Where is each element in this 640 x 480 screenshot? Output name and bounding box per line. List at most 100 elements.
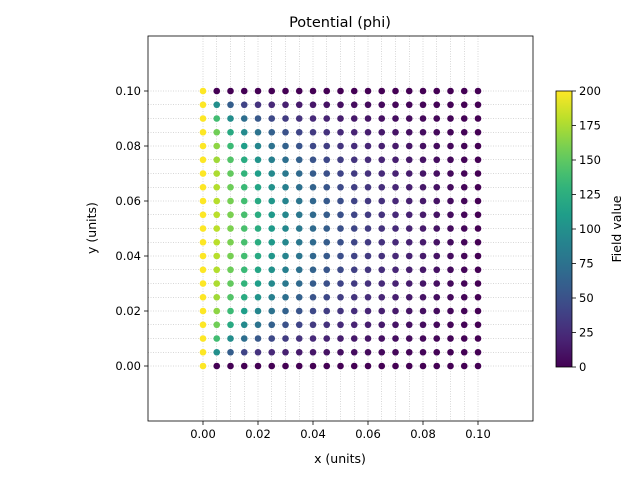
data-point <box>350 348 358 356</box>
data-point <box>337 252 344 260</box>
data-point <box>392 362 399 370</box>
scatter-points <box>199 87 482 370</box>
data-point <box>405 362 413 370</box>
data-point <box>364 115 372 122</box>
data-point <box>392 307 399 315</box>
data-point <box>227 266 234 274</box>
data-point <box>433 87 441 95</box>
data-point <box>350 170 358 177</box>
data-point <box>309 101 317 109</box>
data-point <box>392 87 399 95</box>
data-point <box>268 170 276 177</box>
data-point <box>295 142 303 150</box>
data-point <box>364 156 372 164</box>
data-point <box>282 211 289 219</box>
x-tick-label: 0.06 <box>355 427 381 441</box>
data-point <box>309 293 317 301</box>
colorbar-label: Field value <box>609 195 624 262</box>
data-point <box>405 280 413 287</box>
data-point <box>405 170 413 177</box>
data-point <box>227 170 234 177</box>
data-point <box>309 348 317 356</box>
data-point <box>419 307 427 315</box>
data-point <box>405 101 413 109</box>
data-point <box>199 87 207 95</box>
x-tick-label: 0.04 <box>300 427 326 441</box>
data-point <box>460 266 468 274</box>
data-point <box>213 87 221 95</box>
data-point <box>392 183 399 191</box>
data-point <box>295 128 303 136</box>
y-tick-label: 0.10 <box>115 84 141 98</box>
data-point <box>433 197 441 205</box>
data-point <box>474 307 482 315</box>
data-point <box>227 101 234 109</box>
data-point <box>447 280 454 287</box>
data-point <box>392 335 399 342</box>
data-point <box>213 142 221 150</box>
data-point <box>419 238 427 246</box>
data-point <box>268 252 276 260</box>
axis-ticks: 0.00 0.02 0.04 0.06 0.08 0.10 0.00 0.02 0.04 0.06… <box>115 35 534 441</box>
data-point <box>378 142 386 150</box>
data-point <box>447 87 454 95</box>
data-point <box>254 348 262 356</box>
data-point <box>323 170 331 177</box>
data-point <box>227 128 234 136</box>
data-point <box>364 183 372 191</box>
data-point <box>213 348 221 356</box>
data-point <box>433 238 441 246</box>
data-point <box>337 197 344 205</box>
data-point <box>323 101 331 109</box>
data-point <box>474 142 482 150</box>
data-point <box>227 211 234 219</box>
data-point <box>433 115 441 122</box>
data-point <box>419 348 427 356</box>
data-point <box>405 128 413 136</box>
y-tick-label: 0.04 <box>115 249 141 263</box>
data-point <box>392 170 399 177</box>
data-point <box>199 225 207 232</box>
data-point <box>350 307 358 315</box>
data-point <box>213 238 221 246</box>
data-point <box>350 362 358 370</box>
data-point <box>405 225 413 232</box>
data-point <box>474 183 482 191</box>
data-point <box>364 170 372 177</box>
data-point <box>460 335 468 342</box>
data-point <box>419 280 427 287</box>
data-point <box>474 348 482 356</box>
colorbar-tick-label: 100 <box>579 222 601 236</box>
data-point <box>282 307 289 315</box>
data-point <box>199 128 207 136</box>
data-point <box>350 280 358 287</box>
data-point <box>392 128 399 136</box>
data-point <box>433 335 441 342</box>
data-point <box>378 101 386 109</box>
data-point <box>323 142 331 150</box>
data-point <box>378 225 386 232</box>
data-point <box>213 293 221 301</box>
data-point <box>227 197 234 205</box>
axes-spines <box>147 35 534 422</box>
data-point <box>433 101 441 109</box>
data-point <box>447 101 454 109</box>
data-point <box>268 238 276 246</box>
data-point <box>419 87 427 95</box>
data-point <box>309 362 317 370</box>
data-point <box>323 211 331 219</box>
data-point <box>268 307 276 315</box>
data-point <box>199 101 207 109</box>
data-point <box>378 335 386 342</box>
data-point <box>282 280 289 287</box>
data-point <box>240 266 248 274</box>
data-point <box>419 225 427 232</box>
data-point <box>213 183 221 191</box>
data-point <box>405 142 413 150</box>
data-point <box>268 87 276 95</box>
data-point <box>419 170 427 177</box>
data-point <box>474 280 482 287</box>
data-point <box>350 87 358 95</box>
data-point <box>350 266 358 274</box>
